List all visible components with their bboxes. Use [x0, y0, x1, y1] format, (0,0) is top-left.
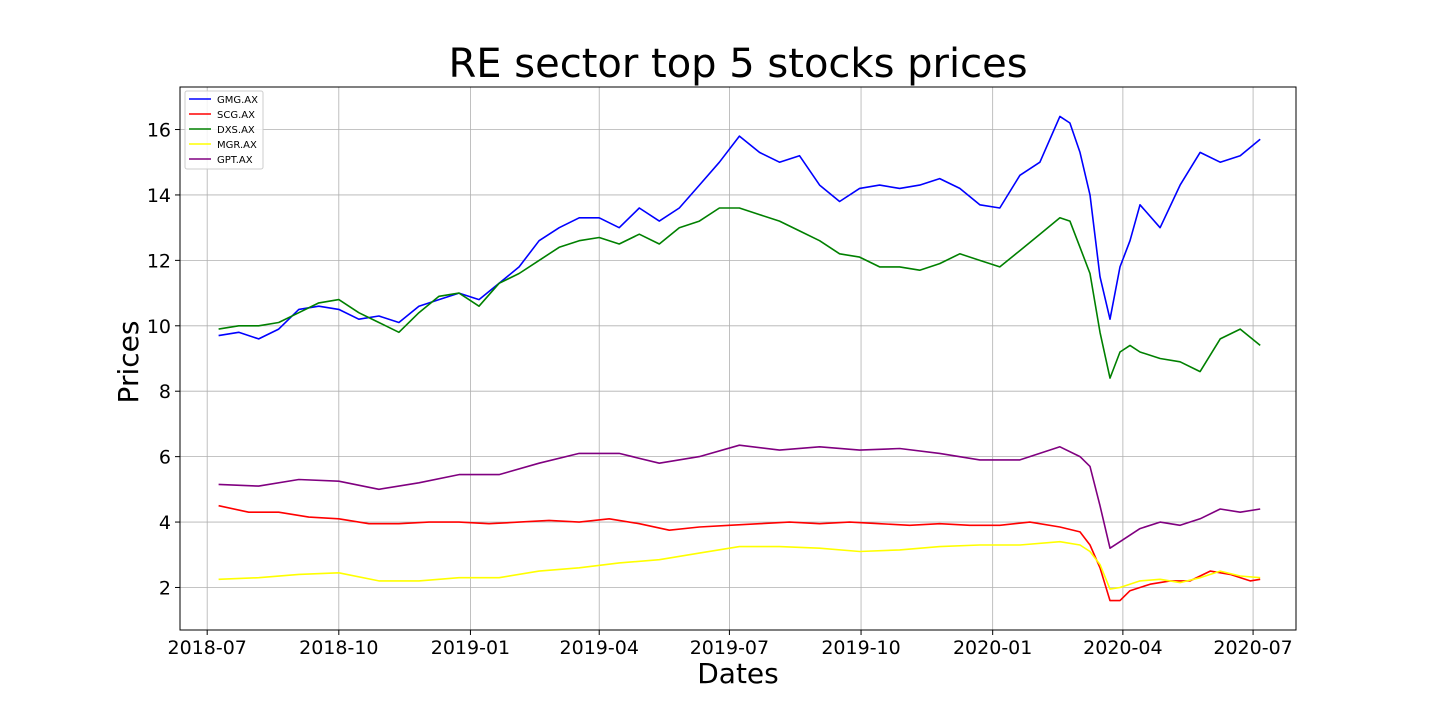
x-tick-label: 2018-07: [167, 637, 246, 659]
x-tick-label: 2019-10: [821, 637, 900, 659]
x-tick-label: 2020-01: [953, 637, 1032, 659]
legend-label: SCG.AX: [217, 110, 255, 121]
series-lines: [218, 115, 1261, 602]
y-tick-label: 4: [159, 512, 171, 534]
x-axis-ticks: 2018-07 2018-10 2019-01 2019-04 2019-07 2019-…: [167, 630, 1293, 659]
grid: [180, 87, 1296, 630]
series-line-mgr-ax: [218, 540, 1261, 590]
y-axis-ticks: 2 4 6 8 10 12 14 16: [147, 120, 180, 599]
legend-label: GMG.AX: [217, 95, 258, 106]
x-tick-label: 2020-07: [1213, 637, 1292, 659]
x-tick-label: 2020-04: [1083, 637, 1162, 659]
x-tick-label: 2019-04: [560, 637, 639, 659]
legend-label: MGR.AX: [217, 140, 257, 151]
y-tick-label: 2: [159, 577, 171, 599]
y-tick-label: 14: [147, 185, 171, 207]
series-line-gmg-ax: [218, 115, 1261, 340]
chart-title: RE sector top 5 stocks prices: [448, 41, 1027, 87]
series-line-dxs-ax: [218, 207, 1261, 379]
x-tick-label: 2018-10: [299, 637, 378, 659]
x-tick-label: 2019-07: [690, 637, 769, 659]
plot-frame: [179, 86, 1297, 631]
y-tick-label: 10: [147, 316, 171, 338]
legend-label: GPT.AX: [217, 155, 253, 166]
legend: GMG.AX SCG.AX DXS.AX MGR.AX GPT.AX: [184, 90, 264, 170]
x-tick-label: 2019-01: [431, 637, 510, 659]
y-tick-label: 6: [159, 447, 171, 469]
legend-box: [184, 90, 264, 170]
y-tick-label: 12: [147, 250, 171, 272]
y-tick-label: 16: [147, 120, 171, 142]
x-axis-label: Dates: [697, 657, 779, 690]
y-axis-label: Prices: [112, 321, 145, 404]
series-line-scg-ax: [218, 504, 1261, 602]
y-tick-label: 8: [159, 381, 171, 403]
series-line-gpt-ax: [218, 444, 1261, 550]
legend-label: DXS.AX: [217, 125, 255, 136]
